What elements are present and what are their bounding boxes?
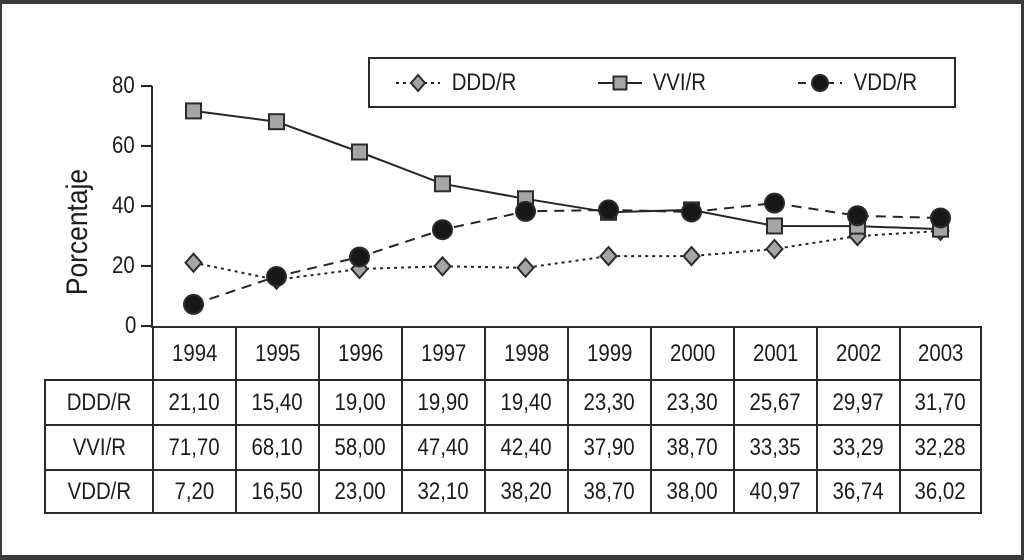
value-cell: 40,97 (733, 469, 816, 514)
circle-marker (515, 200, 536, 222)
diamond-marker (599, 245, 618, 267)
value-cell: 68,10 (235, 424, 318, 469)
legend-entry-vvir: VVI/R (598, 59, 711, 106)
diamond-marker (765, 238, 784, 260)
table-corner-cell (44, 326, 152, 379)
value-cell: 71,70 (152, 424, 235, 469)
circle-marker (811, 73, 829, 92)
value-cell: 58,00 (318, 424, 401, 469)
value-cell: 19,00 (318, 379, 401, 424)
value-cell: 38,70 (650, 424, 733, 469)
value-cell: 32,28 (899, 424, 982, 469)
diamond-marker (409, 72, 427, 93)
legend: DDD/R VVI/R VDD/R (368, 57, 956, 108)
square-marker (185, 102, 202, 120)
legend-entry-vddr: VDD/R (798, 59, 923, 106)
value-cell: 33,35 (733, 424, 816, 469)
year-header-cell: 1998 (484, 326, 567, 379)
value-cell: 38,70 (567, 469, 650, 514)
value-cell: 31,70 (899, 379, 982, 424)
y-tick-label: 40 (112, 192, 135, 219)
value-cell: 38,20 (484, 469, 567, 514)
year-header-cell: 1996 (318, 326, 401, 379)
value-cell: 47,40 (401, 424, 484, 469)
circle-marker (349, 246, 370, 268)
circle-marker (930, 207, 951, 229)
year-header-cell: 2002 (816, 326, 899, 379)
circle-marker (432, 219, 453, 241)
square-marker (612, 75, 628, 90)
y-tick-label: 20 (112, 252, 135, 279)
value-cell: 42,40 (484, 424, 567, 469)
circle-marker (598, 199, 619, 221)
data-table: 1994 1995 1996 1997 1998 1999 2000 2001 2002 2003… (44, 326, 982, 514)
circle-marker (266, 266, 287, 287)
year-header-cell: 1999 (567, 326, 650, 379)
series-line-vvir (193, 109, 941, 231)
value-cell: 32,10 (401, 469, 484, 514)
year-header-cell: 2003 (899, 326, 982, 379)
row-label-cell: VVI/R (44, 424, 152, 469)
legend-entry-dddr: DDD/R (396, 59, 522, 106)
value-cell: 23,30 (567, 379, 650, 424)
value-cell: 33,29 (816, 424, 899, 469)
value-cell: 15,40 (235, 379, 318, 424)
chart-series (183, 102, 951, 315)
value-cell: 37,90 (567, 424, 650, 469)
square-solid-line-icon (598, 70, 642, 96)
value-cell: 7,20 (152, 469, 235, 514)
diamond-marker (682, 245, 701, 267)
diamond-marker (516, 257, 535, 279)
value-cell: 19,90 (401, 379, 484, 424)
diamond-dotted-line-icon (396, 70, 440, 96)
series-line-vddr (193, 202, 941, 306)
circle-marker (764, 192, 785, 214)
year-header-cell: 1997 (401, 326, 484, 379)
value-cell: 16,50 (235, 469, 318, 514)
y-tick-label: 0 (124, 312, 136, 339)
value-cell: 25,67 (733, 379, 816, 424)
value-cell: 19,40 (484, 379, 567, 424)
circle-marker (681, 201, 702, 223)
value-cell: 38,00 (650, 469, 733, 514)
year-header-cell: 1995 (235, 326, 318, 379)
value-cell: 36,74 (816, 469, 899, 514)
square-marker (766, 217, 783, 235)
circle-marker (183, 293, 204, 315)
year-header-cell: 2000 (650, 326, 733, 379)
circle-dashed-line-icon (798, 70, 842, 96)
row-label-cell: VDD/R (44, 469, 152, 514)
square-marker (434, 175, 451, 193)
legend-label-vvir: VVI/R (652, 68, 706, 96)
square-marker (351, 143, 368, 161)
value-cell: 36,02 (899, 469, 982, 514)
year-header-cell: 2001 (733, 326, 816, 379)
line-chart (141, 85, 951, 328)
legend-label-vddr: VDD/R (853, 68, 918, 96)
square-marker (268, 113, 285, 131)
year-header-cell: 1994 (152, 326, 235, 379)
value-cell: 29,97 (816, 379, 899, 424)
circle-marker (847, 205, 868, 227)
y-tick-label: 60 (112, 132, 135, 159)
series-line-dddr (193, 229, 941, 281)
value-cell: 23,30 (650, 379, 733, 424)
row-label-cell: DDD/R (44, 379, 152, 424)
diamond-marker (433, 255, 452, 277)
diamond-marker (184, 252, 203, 274)
y-tick-label: 80 (112, 72, 135, 99)
value-cell: 23,00 (318, 469, 401, 514)
y-axis (141, 85, 153, 328)
value-cell: 21,10 (152, 379, 235, 424)
legend-label-dddr: DDD/R (451, 68, 517, 96)
